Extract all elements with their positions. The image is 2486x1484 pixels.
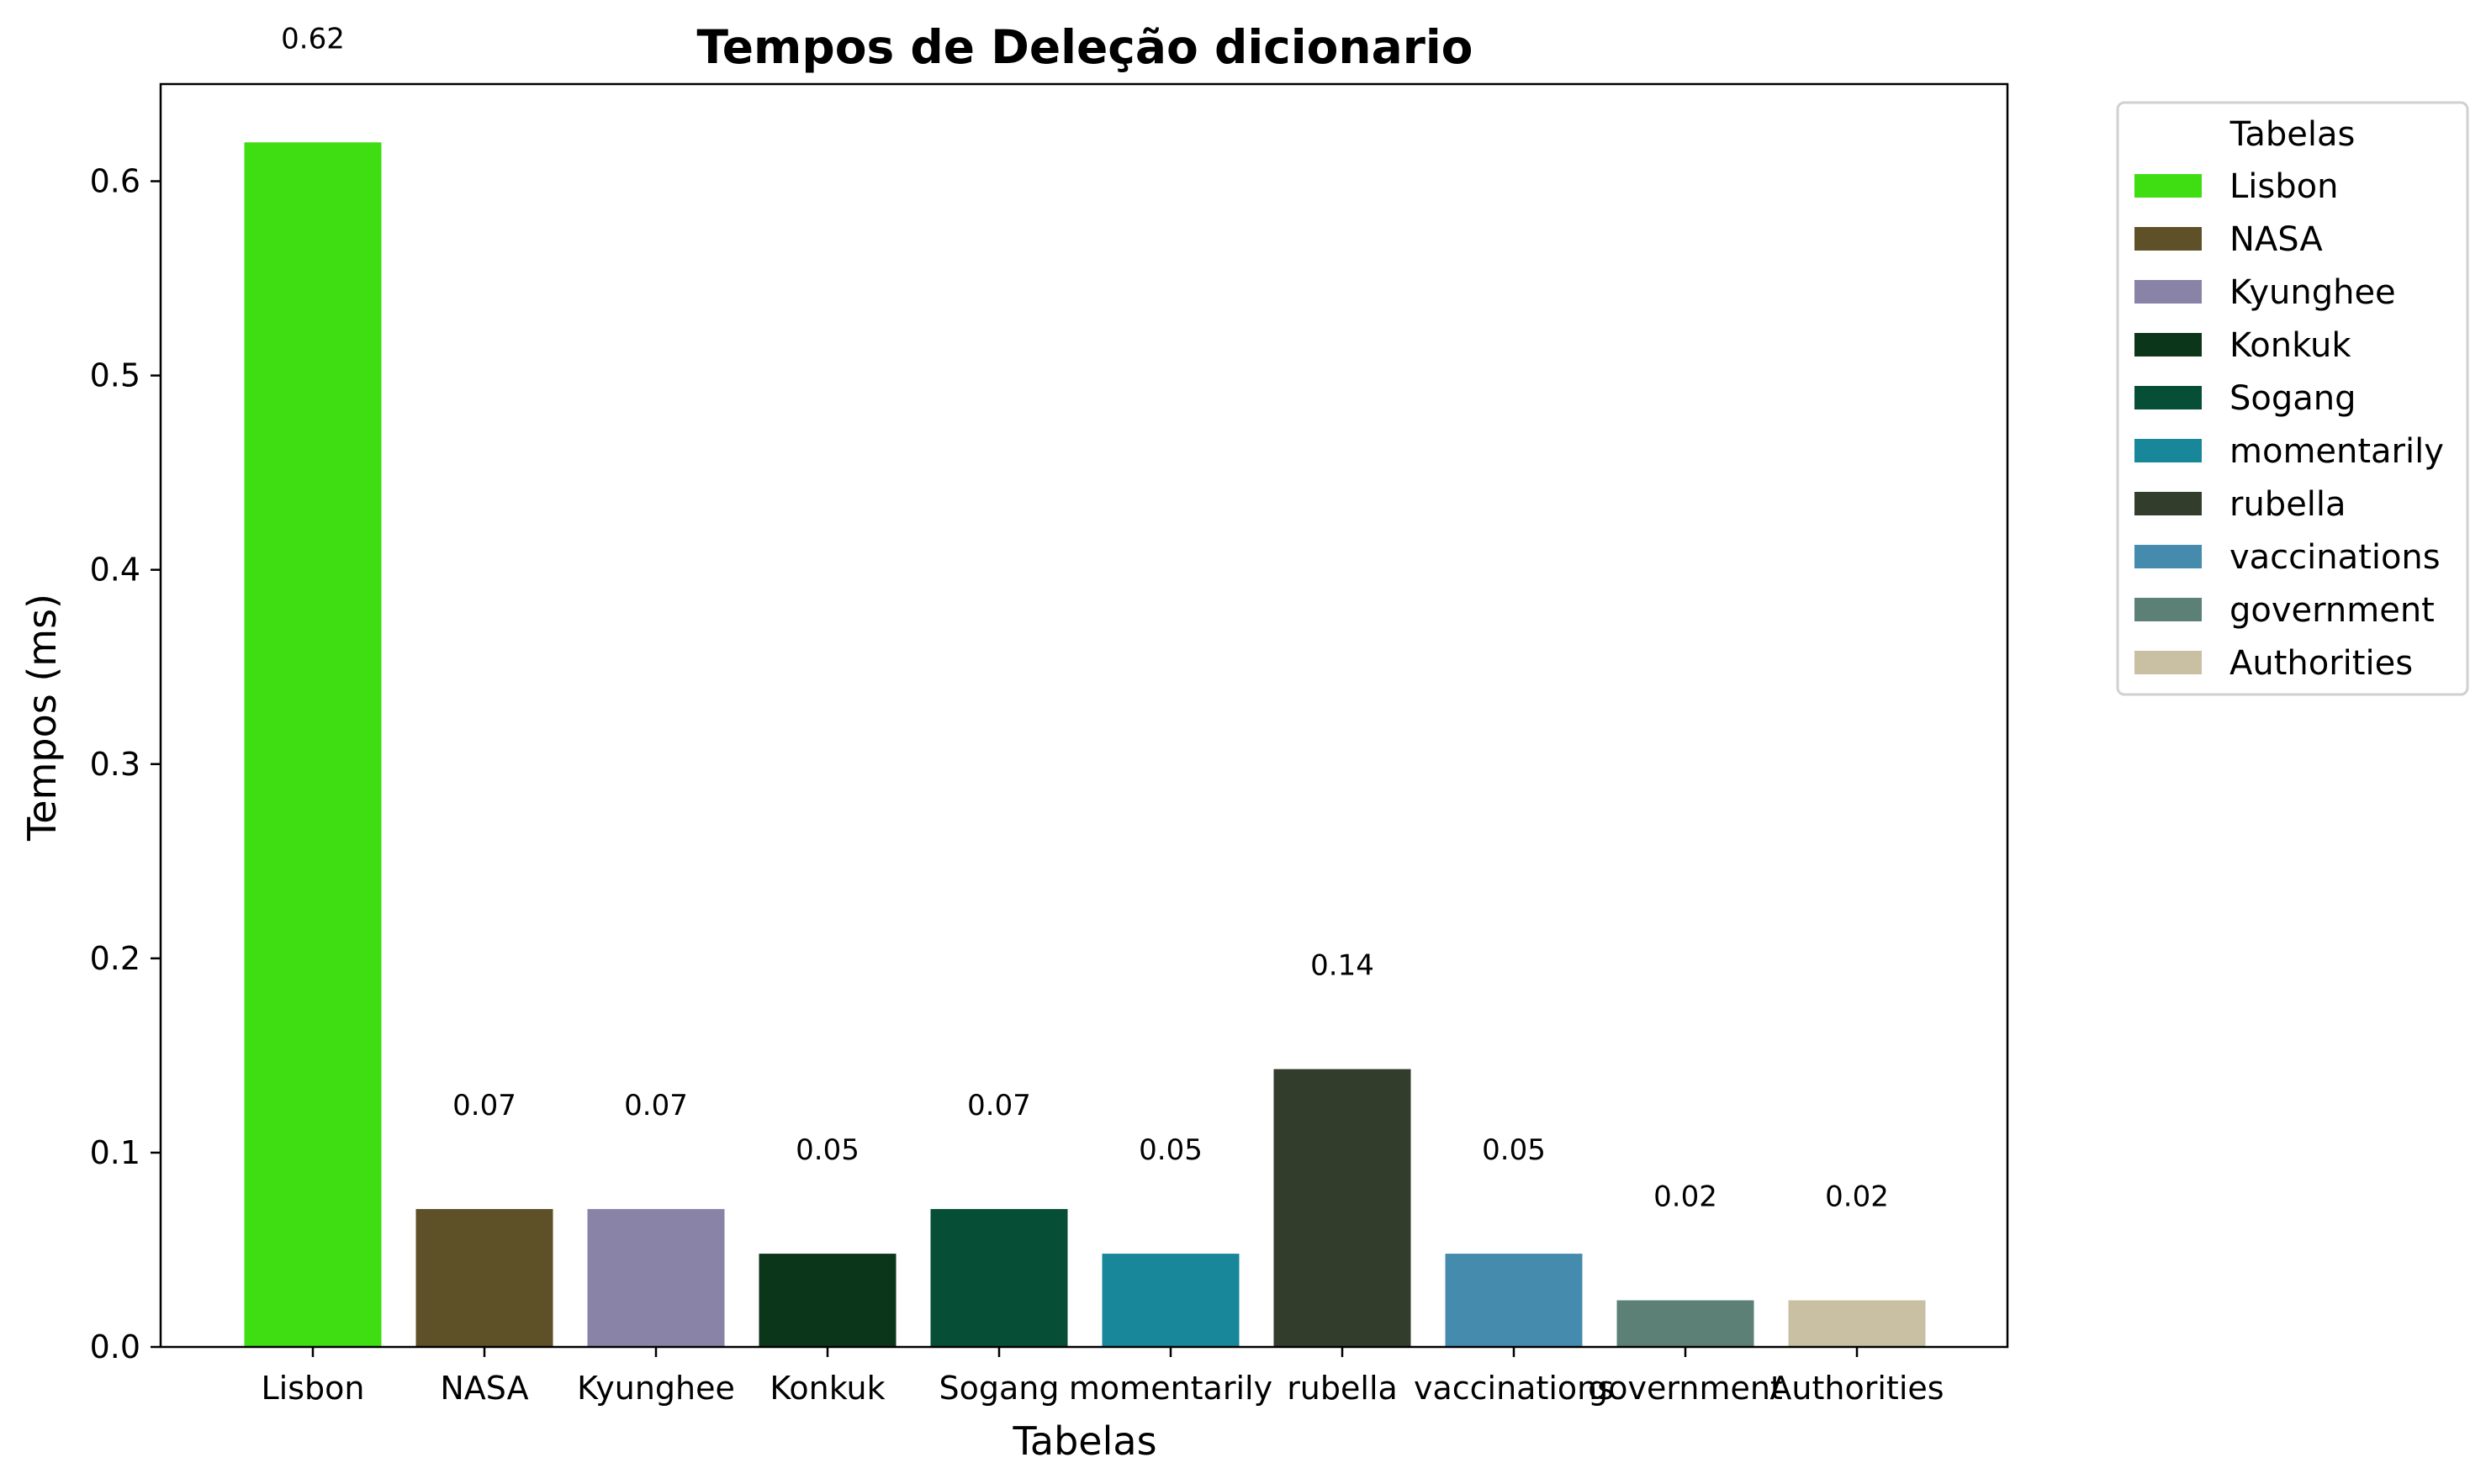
legend-entry-label: NASA — [2229, 220, 2323, 259]
legend-entry-label: government — [2229, 591, 2435, 630]
legend-entry-label: Sogang — [2229, 379, 2356, 418]
x-tick-label: government — [1588, 1370, 1783, 1407]
x-tick-label: rubella — [1287, 1370, 1398, 1407]
y-axis: 0.0 0.1 0.2 0.3 0.4 0.5 0.6 — [90, 163, 161, 1365]
x-tick-label: Konkuk — [770, 1370, 885, 1407]
plot-area: 0.62 0.07 0.07 0.05 0.07 0.05 0.14 0.05 0.02 0.02 — [159, 22, 2009, 1349]
legend-swatch — [2134, 227, 2202, 251]
legend-entry-label: Lisbon — [2229, 167, 2338, 206]
bar-value-label: 0.05 — [796, 1133, 860, 1167]
bar-value-label: 0.07 — [624, 1089, 688, 1122]
bar-value-label: 0.05 — [1139, 1133, 1203, 1167]
legend-items: Lisbon NASA Kyunghee Konkuk Sogang momentaril… — [2134, 167, 2444, 683]
plot-frame — [159, 82, 2009, 1349]
bar-rubella — [1273, 1069, 1411, 1347]
bar-vaccinations — [1445, 1254, 1583, 1347]
chart-title: Tempos de Deleção dicionario — [697, 20, 1473, 74]
legend-frame — [2116, 101, 2469, 696]
bar-momentarily — [1102, 1254, 1240, 1347]
y-tick-label: 0.3 — [90, 746, 140, 783]
legend-swatch — [2134, 492, 2202, 515]
legend-swatch — [2134, 280, 2202, 304]
x-tick-label: Sogang — [939, 1370, 1060, 1407]
bar-value-label: 0.07 — [452, 1089, 516, 1122]
bar-value-label: 0.62 — [281, 22, 345, 55]
legend-swatch — [2134, 386, 2202, 409]
bar-government — [1616, 1300, 1754, 1347]
y-tick-label: 0.0 — [90, 1328, 140, 1365]
bar-value-label: 0.07 — [967, 1089, 1031, 1122]
x-tick-label: momentarily — [1069, 1370, 1272, 1407]
y-tick-label: 0.1 — [90, 1134, 140, 1171]
legend-entry-label: rubella — [2229, 485, 2346, 524]
bar-lisbon — [244, 142, 382, 1347]
legend-swatch — [2134, 598, 2202, 621]
bar-konkuk — [759, 1254, 897, 1347]
legend-entry-label: Authorities — [2229, 644, 2413, 683]
bar-nasa — [415, 1208, 553, 1347]
bar-value-label: 0.14 — [1310, 949, 1374, 983]
legend-entry-label: vaccinations — [2229, 538, 2441, 577]
y-tick-label: 0.6 — [90, 163, 140, 200]
legend-entry-label: Kyunghee — [2229, 273, 2396, 312]
legend-swatch — [2134, 651, 2202, 674]
x-axis-label: Tabelas — [1012, 1418, 1156, 1464]
x-tick-label: Authorities — [1769, 1370, 1944, 1407]
legend-entry-label: Konkuk — [2229, 326, 2351, 365]
bar-authorities — [1788, 1300, 1926, 1347]
legend: Tabelas Lisbon NASA Kyunghee Konkuk Sogang mo… — [2116, 101, 2469, 696]
legend-swatch — [2134, 545, 2202, 568]
bar-kyunghee — [587, 1208, 725, 1347]
legend-entry-label: momentarily — [2229, 432, 2444, 471]
x-tick-label: vaccinations — [1414, 1370, 1614, 1407]
y-axis-label: Tempos (ms) — [19, 594, 65, 842]
bar-value-label: 0.02 — [1825, 1180, 1889, 1214]
y-tick-label: 0.2 — [90, 940, 140, 977]
legend-swatch — [2134, 174, 2202, 198]
x-tick-label: NASA — [440, 1370, 528, 1407]
y-tick-label: 0.4 — [90, 552, 140, 589]
legend-title: Tabelas — [2229, 115, 2356, 154]
legend-swatch — [2134, 333, 2202, 356]
bar-sogang — [930, 1208, 1068, 1347]
x-tick-label: Kyunghee — [577, 1370, 735, 1407]
bar-value-label: 0.02 — [1653, 1180, 1717, 1214]
legend-swatch — [2134, 439, 2202, 462]
y-tick-label: 0.5 — [90, 357, 140, 394]
bar-value-label: 0.05 — [1482, 1133, 1546, 1167]
x-tick-label: Lisbon — [262, 1370, 365, 1407]
x-axis: Lisbon NASA Kyunghee Konkuk Sogang momentaril… — [262, 1347, 1944, 1407]
